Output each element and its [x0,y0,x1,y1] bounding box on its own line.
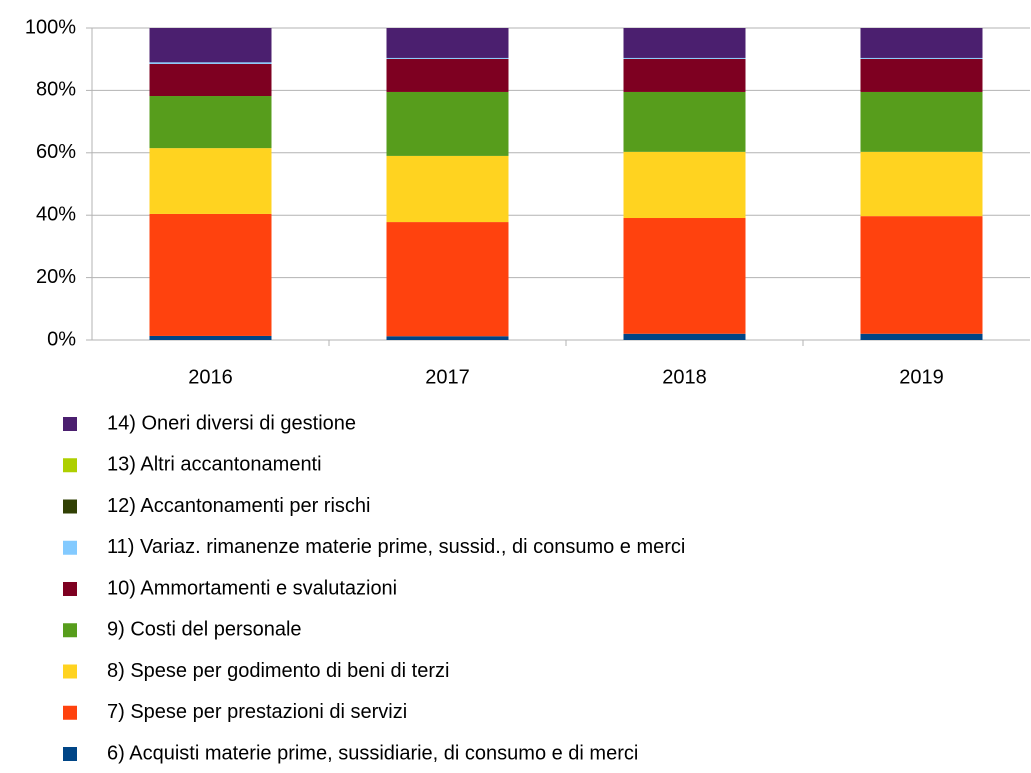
y-tick-label: 20% [36,266,76,288]
legend-label: 7) Spese per prestazioni di servizi [107,701,407,723]
legend-label: 11) Variaz. rimanenze materie prime, sus… [107,536,685,558]
y-tick-label: 80% [36,79,76,101]
bar-segment [623,91,746,152]
bar-segment [149,335,272,340]
bar-segment [860,151,983,217]
legend-label: 13) Altri accantonamenti [107,454,322,476]
bar-segment [623,58,746,92]
y-tick-label: 0% [47,328,76,350]
bar-segment [860,333,983,340]
bar-segment [149,96,272,149]
legend-label: 9) Costi del personale [107,619,302,641]
bar-segment [623,57,746,59]
bar-segment [386,222,509,337]
bar-segment [386,57,509,59]
bar-segment [623,151,746,219]
bar-segment [149,28,272,63]
legend-swatch [63,499,77,514]
bar-segment [386,28,509,58]
x-tick-label: 2019 [899,366,944,388]
y-tick-label: 40% [36,203,76,225]
y-tick-label: 100% [25,16,76,38]
legend-swatch [63,705,77,720]
legend-label: 14) Oneri diversi di gestione [107,412,356,434]
bar-segment [386,155,509,223]
bar-segment [860,57,983,59]
legend-swatch [63,417,77,431]
x-tick-label: 2017 [425,366,470,388]
legend-swatch [63,623,77,638]
bar-segment [386,58,509,92]
legend-label: 12) Accantonamenti per rischi [107,495,370,517]
bar-segment [386,91,509,156]
bar-segment [149,148,272,214]
bar-segment [860,28,983,58]
legend-label: 8) Spese per godimento di beni di terzi [107,660,449,682]
bar-segment [623,28,746,58]
legend-swatch [63,747,77,761]
y-tick-label: 60% [36,141,76,163]
legend-label: 10) Ammortamenti e svalutazioni [107,577,397,599]
x-tick-label: 2016 [188,366,233,388]
legend-swatch [63,540,77,555]
bar-segment [386,336,509,340]
legend-swatch [63,664,77,679]
legend-label: 6) Acquisti materie prime, sussidiarie, … [107,742,638,764]
bar-segment [149,213,272,336]
bar-segment [623,333,746,340]
legend-swatch [63,458,77,473]
bar-segment [149,62,272,64]
bar-segment [149,63,272,97]
bar-segment [860,216,983,334]
bar-segment [623,218,746,334]
bar-segment [860,58,983,92]
x-tick-label: 2018 [662,366,707,388]
legend-swatch [63,582,77,596]
bar-segment [860,91,983,152]
